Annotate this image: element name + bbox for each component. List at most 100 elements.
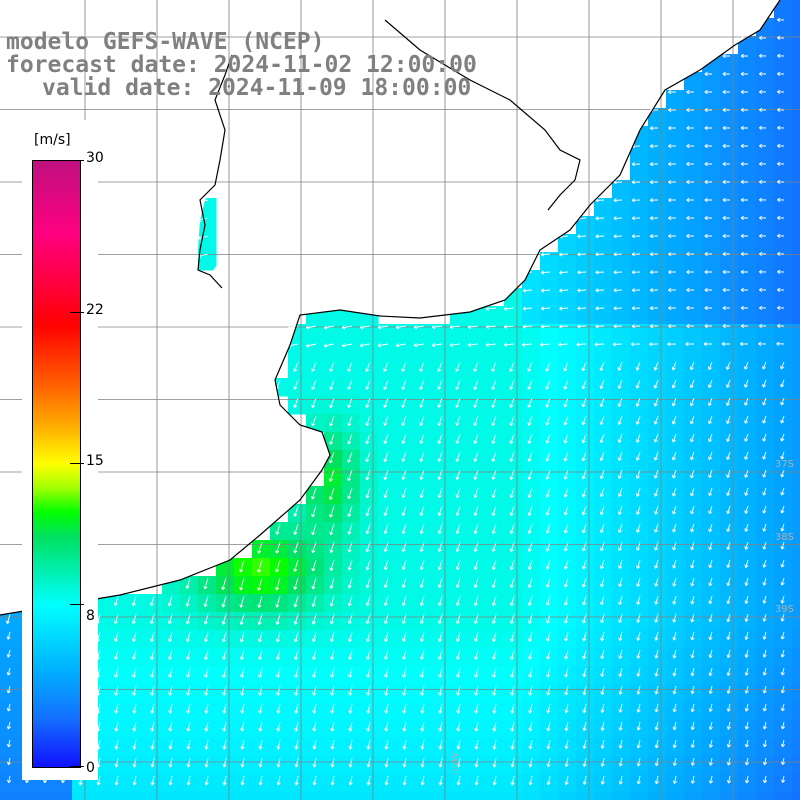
wind-cell [684, 270, 703, 289]
wind-arrow [635, 379, 641, 389]
wind-cell [702, 612, 721, 631]
wind-arrow [132, 757, 137, 768]
lat-label: 37S [774, 459, 794, 470]
wind-cell [792, 594, 800, 613]
wind-cell [360, 432, 379, 451]
wind-arrow [293, 595, 299, 608]
wind-arrow [527, 379, 533, 390]
wind-arrow [631, 324, 641, 329]
wind-cell [108, 612, 127, 631]
wind-arrow [649, 162, 659, 167]
wind-arrow [114, 685, 119, 696]
wind-arrow [648, 342, 659, 347]
wind-cell [738, 738, 757, 757]
wind-arrow [150, 703, 155, 714]
wind-cell [702, 702, 721, 721]
wind-arrow [636, 595, 641, 605]
wind-arrow [401, 505, 407, 516]
wind-cell [702, 342, 721, 361]
wind-arrow [744, 649, 749, 658]
wind-cell [144, 666, 163, 685]
wind-cell [594, 324, 613, 343]
wind-arrow [474, 703, 479, 714]
wind-cell [774, 702, 793, 721]
wind-arrow [545, 397, 551, 408]
wind-arrow [690, 613, 695, 623]
wind-arrow [419, 451, 425, 462]
wind-arrow [618, 667, 623, 677]
wind-arrow [258, 757, 263, 768]
wind-cell [252, 576, 271, 595]
wind-arrow [582, 703, 587, 714]
wind-arrow [528, 757, 533, 768]
wind-cell [378, 504, 397, 523]
wind-arrow [653, 487, 659, 497]
wind-cell [504, 468, 523, 487]
wind-cell [360, 468, 379, 487]
wind-arrow [631, 306, 641, 311]
wind-cell [450, 324, 469, 343]
wind-cell [684, 378, 703, 397]
wind-arrow [686, 323, 695, 329]
wind-cell [702, 684, 721, 703]
wind-arrow [636, 667, 641, 677]
wind-cell [288, 612, 307, 631]
wind-arrow [744, 451, 749, 460]
wind-cell [234, 666, 253, 685]
wind-arrow [762, 595, 767, 604]
wind-cell [648, 252, 667, 271]
wind-cell [144, 720, 163, 739]
wind-cell [414, 432, 433, 451]
wind-cell [702, 198, 721, 217]
wind-arrow [383, 577, 389, 589]
wind-cell [504, 360, 523, 379]
wind-arrow [722, 323, 731, 329]
wind-arrow [545, 379, 551, 390]
wind-arrow [419, 433, 425, 444]
wind-cell [648, 180, 667, 199]
wind-arrow [222, 667, 227, 678]
wind-arrow [168, 685, 173, 696]
wind-arrow [167, 613, 173, 625]
wind-arrow [599, 523, 605, 534]
wind-arrow [492, 703, 497, 714]
wind-arrow [473, 541, 479, 552]
wind-arrow [132, 667, 137, 678]
wind-arrow [671, 361, 677, 371]
wind-cell [612, 396, 631, 415]
wind-arrow [686, 107, 695, 113]
wind-arrow [686, 215, 695, 221]
wind-cell [342, 558, 361, 577]
wind-cell [792, 54, 800, 73]
wind-arrow [762, 541, 767, 550]
wind-cell [648, 216, 667, 235]
wind-arrow [275, 541, 281, 554]
wind-arrow [581, 523, 587, 534]
wind-cell [216, 648, 235, 667]
wind-arrow [467, 342, 479, 348]
wind-cell [702, 396, 721, 415]
wind-arrow [455, 487, 461, 498]
wind-arrow [654, 757, 659, 767]
wind-arrow [740, 233, 749, 238]
wind-arrow [654, 595, 659, 605]
wind-arrow [545, 433, 551, 444]
wind-cell [702, 72, 721, 91]
wind-cell [720, 198, 739, 217]
wind-arrow [671, 379, 677, 389]
wind-cell [414, 522, 433, 541]
wind-cell [684, 468, 703, 487]
wind-arrow [365, 613, 371, 625]
wind-arrow [527, 541, 533, 552]
wind-cell [774, 72, 793, 91]
wind-cell [738, 612, 757, 631]
wind-arrow [545, 559, 551, 570]
wind-cell [342, 360, 361, 379]
wind-arrow [545, 523, 551, 534]
wind-arrow [777, 161, 785, 166]
wind-arrow [456, 775, 461, 786]
wind-arrow [455, 595, 461, 607]
wind-cell [378, 360, 397, 379]
wind-cell [702, 126, 721, 145]
wind-cell [612, 234, 631, 253]
